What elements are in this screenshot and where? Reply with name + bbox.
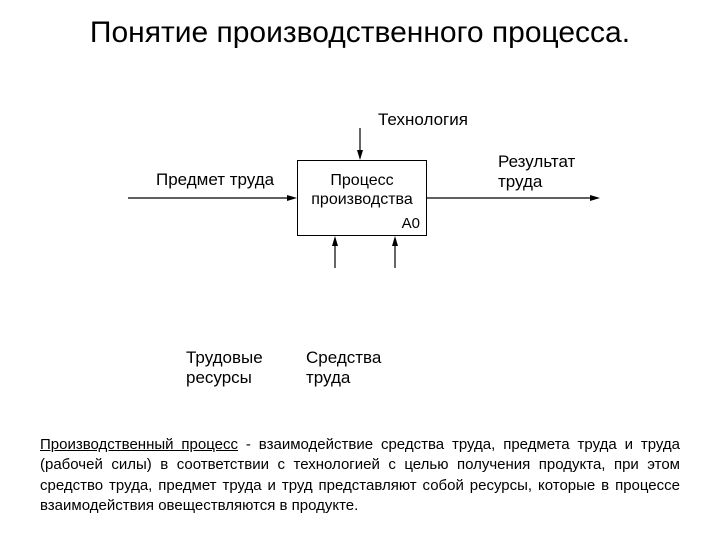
- process-diagram: Процесс производства A0 Технология Предм…: [0, 100, 720, 400]
- arrow-right-out-head: [590, 195, 600, 201]
- label-subject: Предмет труда: [156, 170, 274, 190]
- label-labor-res-2: ресурсы: [186, 368, 252, 388]
- process-box: Процесс производства A0: [297, 160, 427, 236]
- slide: Понятие производственного процесса. Проц…: [0, 0, 720, 540]
- arrow-bot-in-2-head: [392, 236, 398, 246]
- label-labor-res-1: Трудовые: [186, 348, 263, 368]
- definition-term: Производственный процесс: [40, 436, 238, 453]
- arrow-bot-in-1-head: [332, 236, 338, 246]
- process-box-line1: Процесс: [298, 171, 426, 190]
- label-technology: Технология: [378, 110, 468, 130]
- process-box-code: A0: [402, 215, 420, 233]
- definition-paragraph: Производственный процесс - взаимодействи…: [40, 435, 680, 516]
- label-result-1: Результат: [498, 152, 575, 172]
- process-box-line2: производства: [298, 190, 426, 209]
- arrow-top-in-head: [357, 150, 363, 160]
- label-means-2: труда: [306, 368, 350, 388]
- label-result-2: труда: [498, 172, 542, 192]
- slide-title: Понятие производственного процесса.: [0, 14, 720, 52]
- arrow-left-in-head: [287, 195, 297, 201]
- label-means-1: Средства: [306, 348, 381, 368]
